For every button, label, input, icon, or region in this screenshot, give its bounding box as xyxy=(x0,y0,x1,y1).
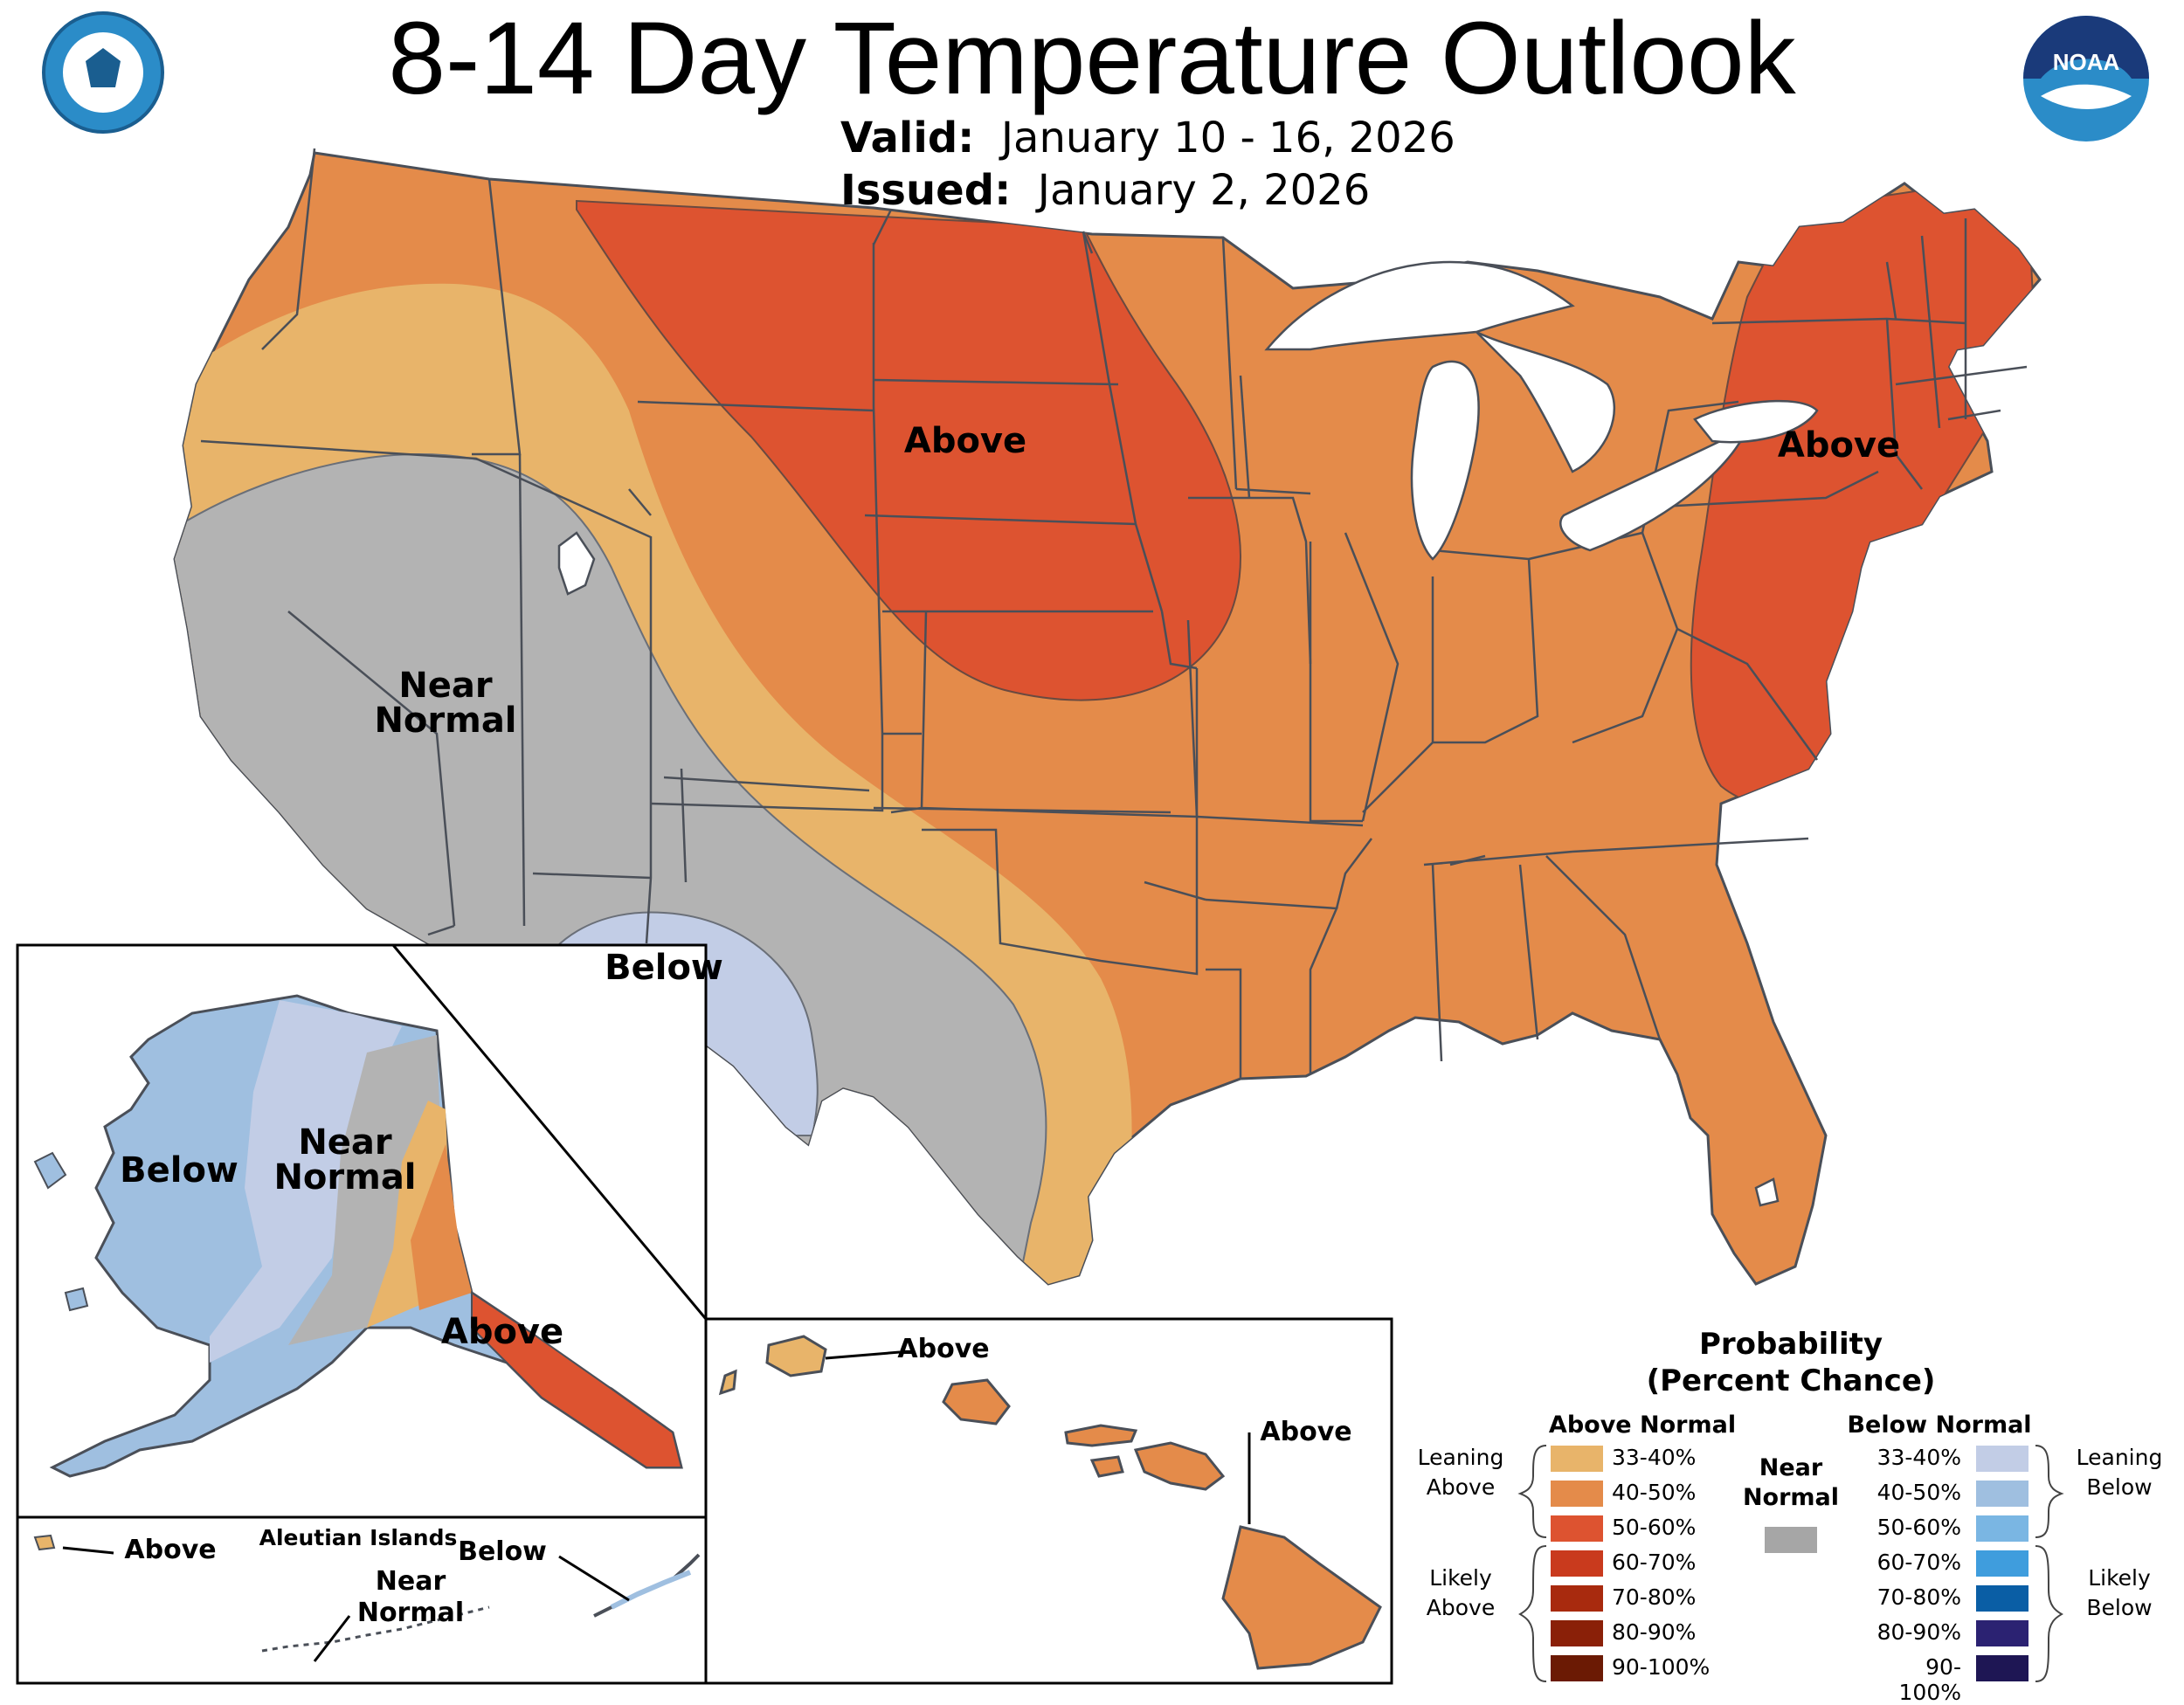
legend-swatch-above-6 xyxy=(1551,1655,1603,1681)
great-lakes xyxy=(557,260,1819,1207)
legend-swatch-above-3 xyxy=(1551,1550,1603,1577)
label-aleutian-near: Near xyxy=(375,1566,446,1597)
legend-swatch-below-1 xyxy=(1976,1481,2028,1507)
label-alaska-near: Near xyxy=(298,1122,392,1163)
label-conus-normal: Normal xyxy=(374,701,517,741)
legend-swatch-above-5 xyxy=(1551,1620,1603,1646)
legend-label-below-2: 50-60% xyxy=(1876,1515,1961,1540)
label-conus-above-plains: Above xyxy=(903,421,1027,461)
legend-leaning-below-1: Leaning xyxy=(2076,1445,2163,1470)
legend-label-above-4: 70-80% xyxy=(1612,1584,1697,1610)
legend-leaning-above-1: Leaning xyxy=(1417,1445,1504,1470)
legend-label-above-6: 90-100% xyxy=(1612,1654,1711,1680)
label-conus-above-east: Above xyxy=(1777,425,1901,466)
legend-swatch-below-0 xyxy=(1976,1446,2028,1472)
legend-swatch-below-3 xyxy=(1976,1550,2028,1577)
legend-leaning-above-2: Above xyxy=(1426,1474,1496,1500)
label-alaska-below: Below xyxy=(120,1150,238,1191)
legend-label-above-2: 50-60% xyxy=(1612,1515,1697,1540)
legend-swatch-above-4 xyxy=(1551,1585,1603,1612)
legend-swatch-above-2 xyxy=(1551,1515,1603,1542)
legend-near-1: Near xyxy=(1759,1454,1823,1481)
noaa-logo: NOAA xyxy=(2023,16,2149,142)
label-conus-below: Below xyxy=(605,948,723,988)
label-conus-near: Near xyxy=(398,666,493,706)
legend-likely-above: Likely Above xyxy=(1408,1563,1513,1623)
legend-swatch-below-6 xyxy=(1976,1655,2028,1681)
legend-title: Probability (Percent Chance) xyxy=(1642,1326,1939,1399)
legend-swatch-below-2 xyxy=(1976,1515,2028,1542)
legend-likely-above-2: Above xyxy=(1426,1595,1496,1620)
legend-label-above-0: 33-40% xyxy=(1612,1445,1697,1470)
label-aleutian-below: Below xyxy=(458,1536,547,1567)
hawaii-map xyxy=(718,1335,1382,1670)
legend-label-above-5: 80-90% xyxy=(1612,1619,1697,1645)
label-alaska-normal: Normal xyxy=(273,1157,417,1198)
valid-line: Valid: January 10 - 16, 2026 xyxy=(840,112,1455,164)
legend-likely-below: Likely Below xyxy=(2067,1563,2172,1623)
legend-likely-below-2: Below xyxy=(2086,1595,2153,1620)
legend-label-above-3: 60-70% xyxy=(1612,1550,1697,1575)
alaska-map xyxy=(33,994,683,1478)
state-boundaries xyxy=(200,148,2028,1079)
legend-label-above-1: 40-50% xyxy=(1612,1480,1697,1505)
legend-likely-above-1: Likely xyxy=(1429,1565,1492,1591)
issued-label: Issued: xyxy=(840,166,1012,215)
legend-swatch-near-normal xyxy=(1765,1527,1817,1553)
label-hawaii-above-kauai: Above xyxy=(897,1334,990,1364)
legend-label-below-1: 40-50% xyxy=(1876,1480,1961,1505)
label-aleutian-above: Above xyxy=(124,1535,217,1565)
department-of-commerce-seal xyxy=(42,11,164,134)
legend-swatch-below-5 xyxy=(1976,1620,2028,1646)
label-aleutian-normal: Normal xyxy=(356,1598,465,1628)
label-alaska-above: Above xyxy=(440,1312,564,1352)
legend-leaning-below-2: Below xyxy=(2086,1474,2153,1500)
legend-leaning-below: Leaning Below xyxy=(2067,1443,2172,1502)
legend-swatch-above-0 xyxy=(1551,1446,1603,1472)
valid-dates: January 10 - 16, 2026 xyxy=(1000,114,1455,162)
valid-label: Valid: xyxy=(840,114,975,162)
label-aleutian-title: Aleutian Islands xyxy=(259,1525,458,1550)
legend-swatch-below-4 xyxy=(1976,1585,2028,1612)
issued-line: Issued: January 2, 2026 xyxy=(840,164,1370,217)
legend-label-below-5: 80-90% xyxy=(1876,1619,1961,1645)
legend-label-below-3: 60-70% xyxy=(1876,1550,1961,1575)
label-aleutian-near-normal: Near Normal xyxy=(349,1566,472,1629)
legend-below-header: Below Normal xyxy=(1847,1412,2032,1439)
legend-title-line2: (Percent Chance) xyxy=(1646,1363,1936,1398)
issued-date: January 2, 2026 xyxy=(1037,166,1371,215)
legend-near-normal: Near Normal xyxy=(1734,1453,1848,1513)
legend-swatch-above-1 xyxy=(1551,1481,1603,1507)
legend-label-below-4: 70-80% xyxy=(1876,1584,1961,1610)
aleutian-islands-map xyxy=(33,1534,701,1662)
legend-near-2: Normal xyxy=(1742,1484,1840,1511)
legend-likely-below-1: Likely xyxy=(2088,1565,2151,1591)
legend-above-header: Above Normal xyxy=(1548,1412,1737,1439)
label-hawaii-above-big-island: Above xyxy=(1260,1417,1352,1447)
legend-brackets xyxy=(1517,1445,2064,1682)
page-title: 8-14 Day Temperature Outlook xyxy=(388,1,1796,116)
label-conus-near-normal: Near Normal xyxy=(367,668,524,738)
label-alaska-near-normal: Near Normal xyxy=(262,1125,428,1195)
conus-likely-above-plains xyxy=(576,199,1241,701)
legend-label-below-6: 90-100% xyxy=(1898,1654,1961,1705)
conus-map: NOAA xyxy=(16,11,2149,1685)
legend-leaning-above: Leaning Above xyxy=(1408,1443,1513,1502)
legend-title-line1: Probability xyxy=(1698,1327,1883,1362)
legend-label-below-0: 33-40% xyxy=(1876,1445,1961,1470)
noaa-logo-text: NOAA xyxy=(2053,49,2120,75)
